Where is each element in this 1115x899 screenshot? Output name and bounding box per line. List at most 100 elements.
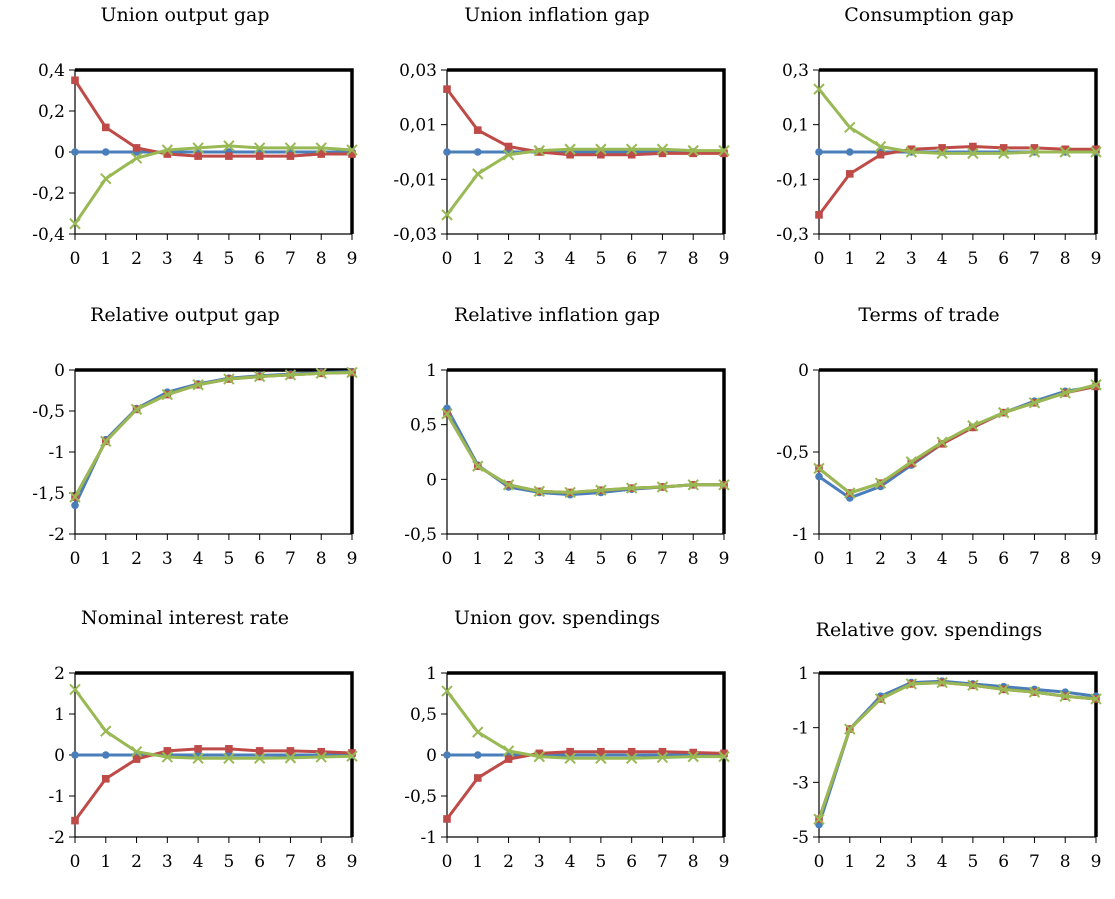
data-point-green <box>130 152 143 164</box>
x-tick-label: 2 <box>875 549 886 569</box>
data-point-green <box>1059 387 1071 399</box>
data-point-blue <box>101 751 110 759</box>
x-tick-label: 9 <box>347 852 358 872</box>
series-line-red <box>445 412 724 494</box>
y-tick-label: 0,5 <box>410 705 437 725</box>
x-tick-label: 9 <box>1091 549 1102 569</box>
x-tick-label: 8 <box>316 249 327 269</box>
y-tick-label: 0 <box>54 361 65 381</box>
data-point-green <box>905 678 918 690</box>
plot-border <box>447 671 726 837</box>
data-point-green <box>625 482 638 494</box>
x-tick-label: 9 <box>347 249 358 269</box>
data-point-green <box>502 149 515 161</box>
data-point-green <box>687 750 699 763</box>
chart-title: Consumption gap <box>844 4 1014 26</box>
x-tick-label: 2 <box>503 549 514 569</box>
data-point-green <box>161 388 174 401</box>
data-point-green <box>844 487 856 499</box>
series-line-green <box>73 144 353 225</box>
x-tick-label: 1 <box>100 549 111 569</box>
data-point-green <box>874 140 887 153</box>
data-point-red <box>969 142 977 151</box>
data-point-green <box>441 209 453 221</box>
data-point-red <box>71 816 79 825</box>
data-point-green <box>69 683 81 696</box>
x-tick-label: 6 <box>998 549 1009 569</box>
y-tick-label: 0,01 <box>399 116 437 136</box>
y-tick-label: 2 <box>54 664 65 684</box>
data-point-red <box>689 149 698 158</box>
data-point-red <box>101 123 110 132</box>
y-tick-label: -1 <box>48 443 65 463</box>
data-point-red <box>225 152 233 160</box>
x-tick-label: 3 <box>534 549 545 569</box>
data-point-blue <box>443 751 451 759</box>
x-tick-label: 2 <box>131 852 142 872</box>
y-tick-label: -0,5 <box>776 443 809 463</box>
data-point-green <box>1059 690 1071 702</box>
data-point-red <box>101 774 110 783</box>
data-point-blue <box>845 148 854 156</box>
data-point-green <box>161 144 174 156</box>
data-point-green <box>284 752 297 764</box>
series-line-red <box>445 88 724 157</box>
data-point-green <box>656 143 669 155</box>
chart-title: Relative output gap <box>90 304 280 326</box>
data-point-green <box>100 435 112 448</box>
data-point-red <box>1061 145 1070 154</box>
x-tick-label: 5 <box>223 852 234 872</box>
data-point-green <box>69 491 81 503</box>
y-tick-label: 0,4 <box>38 61 65 81</box>
data-point-green <box>315 751 327 763</box>
series-line-blue <box>817 679 1097 826</box>
x-tick-label: 2 <box>503 249 514 269</box>
data-point-green <box>595 143 607 155</box>
y-tick-label: 0 <box>426 746 437 766</box>
y-tick-label: 0 <box>54 746 65 766</box>
x-tick-label: 6 <box>626 549 637 569</box>
data-point-red <box>317 747 326 756</box>
data-point-green <box>1028 146 1041 158</box>
data-point-green <box>346 144 358 156</box>
data-point-red <box>999 144 1008 152</box>
data-point-green <box>997 147 1010 160</box>
data-point-blue <box>101 148 110 156</box>
series-line-blue <box>73 370 353 506</box>
data-point-green <box>1090 379 1102 391</box>
chart-title: Union gov. spendings <box>454 607 660 629</box>
data-point-red <box>163 150 172 158</box>
data-point-green <box>936 676 948 689</box>
data-point-red <box>194 745 202 753</box>
data-point-green <box>533 144 546 157</box>
chart-svg: -0,4-0,200,20,40 1 2 3 4 5 6 7 8 9 <box>32 61 358 269</box>
data-point-green <box>844 121 856 134</box>
data-point-red <box>163 747 172 755</box>
x-tick-label: 4 <box>193 549 204 569</box>
data-point-green <box>253 752 266 764</box>
chart-svg: -5-3-110 1 2 3 4 5 6 7 8 9 <box>792 664 1102 872</box>
x-tick-label: 5 <box>595 249 606 269</box>
data-point-green <box>100 725 112 737</box>
y-tick-label: 0,2 <box>38 102 65 122</box>
data-point-green <box>564 143 576 155</box>
data-point-red <box>194 152 202 160</box>
y-tick-label: -0,3 <box>776 225 809 245</box>
x-tick-label: 5 <box>967 549 978 569</box>
data-point-green <box>656 751 669 764</box>
y-tick-label: 0,03 <box>399 61 437 81</box>
x-tick-label: 6 <box>254 852 265 872</box>
x-tick-label: 3 <box>162 852 173 872</box>
x-tick-label: 9 <box>1091 249 1102 269</box>
x-tick-label: 1 <box>100 852 111 872</box>
data-point-green <box>656 481 669 493</box>
data-point-blue <box>71 751 79 759</box>
data-point-green <box>967 147 979 160</box>
x-tick-label: 7 <box>1029 549 1040 569</box>
x-tick-label: 4 <box>565 852 576 872</box>
x-tick-label: 8 <box>688 549 699 569</box>
x-tick-label: 9 <box>347 549 358 569</box>
data-point-red <box>255 747 264 755</box>
